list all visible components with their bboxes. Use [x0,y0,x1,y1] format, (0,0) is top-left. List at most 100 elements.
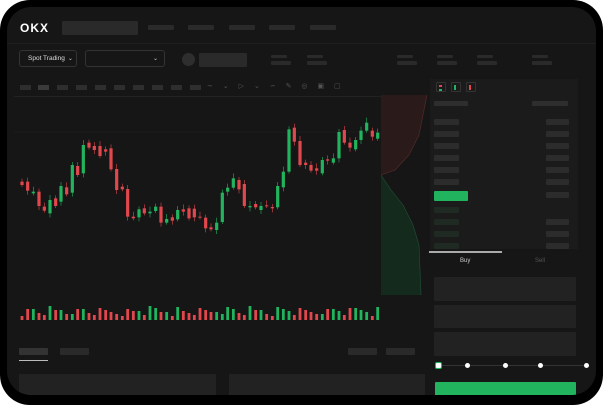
timeframe-button[interactable] [190,85,201,90]
volume-bar [259,310,263,320]
volume-bar [370,316,374,320]
candle-body [348,142,352,148]
candle-body [220,192,224,222]
pair-select[interactable]: ⌄ [85,50,165,67]
orderbook-bids-icon[interactable] [451,82,461,92]
volume-bar [231,309,235,320]
candle-body [370,130,374,137]
timeframe-button[interactable] [38,85,49,90]
tab-sell[interactable]: Sell [535,258,546,264]
orders-card [19,374,216,395]
volume-bar [154,308,158,320]
stat-label [307,55,323,58]
filter-button[interactable] [386,348,415,355]
candle-body [115,169,119,190]
volume-bar [148,306,152,320]
slider-step-75[interactable] [538,363,543,368]
volume-bar [198,308,202,320]
candle-body [204,217,208,229]
orderbook-asks-icon[interactable] [466,82,476,92]
timeframe-button[interactable] [20,85,31,90]
volume-bar [209,312,213,320]
candle-body [154,206,158,211]
total-input[interactable] [434,332,576,356]
tab-order-history[interactable] [60,348,89,355]
okx-logo[interactable]: OKX [20,21,50,35]
candlestick-chart[interactable] [7,7,427,337]
slider-step-25[interactable] [465,363,470,368]
nav-item[interactable] [148,25,174,30]
bid-amount [546,231,569,237]
chart-drawing-tools[interactable]: ∼ ⌄ ▷ ⌄ ∽ ✎ ◎ ▣ ▢ [207,83,345,90]
volume-bar [26,309,30,320]
orderbook-both-icon[interactable] [436,82,446,92]
chevron-down-icon: ⌄ [152,56,158,62]
nav-item[interactable] [310,25,336,30]
tab-open-orders[interactable] [19,348,48,355]
timeframe-button[interactable] [133,85,144,90]
price-input[interactable] [434,277,576,301]
ask-amount [546,131,569,137]
volume-bar [265,314,269,320]
volume-bar [365,312,369,320]
volume-bar [192,315,196,320]
volume-bar [42,315,46,320]
ask-amount [546,119,569,125]
volume-bar [320,314,324,320]
header-search[interactable] [62,21,138,35]
candle-body [376,132,380,139]
stat-label [477,55,493,58]
mark-price [546,192,569,198]
candle-body [37,191,41,206]
volume-bar [165,312,169,320]
amount-slider-handle[interactable] [435,362,442,369]
volume-bar [292,315,296,320]
stat-label [532,55,548,58]
ask-price [434,143,459,149]
volume-bar [304,310,308,320]
timeframe-button[interactable] [76,85,87,90]
volume-bar [342,315,346,320]
amount-slider-track[interactable] [438,365,588,366]
candle-body [31,191,35,194]
nav-item[interactable] [188,25,214,30]
timeframe-button[interactable] [152,85,163,90]
candle-body [120,186,124,190]
candle-body [215,222,219,230]
volume-bar [331,309,335,320]
volume-bar [76,309,80,320]
buy-button[interactable] [435,382,576,395]
stat-label [271,55,287,58]
volume-bar [70,314,74,320]
volume-bar [204,310,208,320]
volume-bar [20,316,24,320]
tab-buy[interactable]: Buy [460,258,471,264]
market-select[interactable]: Spot Trading ⌄ [19,50,77,67]
candle-body [326,159,330,161]
slider-step-50[interactable] [503,363,508,368]
stat-value [397,61,417,65]
candle-body [248,206,252,208]
ask-amount [546,143,569,149]
volume-bar [120,316,124,320]
volume-bar [170,316,174,320]
volume-bar [315,314,319,320]
slider-step-100[interactable] [584,363,589,368]
stat-label [397,55,413,58]
candle-body [81,145,85,174]
orders-card [229,374,425,395]
stat-value [307,61,327,65]
timeframe-button[interactable] [114,85,125,90]
amount-input[interactable] [434,305,576,328]
timeframe-button[interactable] [57,85,68,90]
candle-body [20,181,24,185]
nav-item[interactable] [269,25,295,30]
nav-item[interactable] [229,25,255,30]
volume-bar [115,314,119,320]
filter-button[interactable] [348,348,377,355]
timeframe-button[interactable] [95,85,106,90]
timeframe-button[interactable] [171,85,182,90]
volume-bar [109,312,113,320]
bid-price [434,243,459,249]
candle-body [159,206,163,223]
